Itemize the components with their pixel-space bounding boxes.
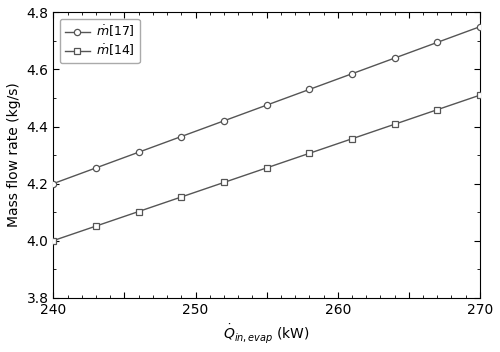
X-axis label: $\dot{Q}_{in,evap}$ (kW): $\dot{Q}_{in,evap}$ (kW) xyxy=(223,322,310,345)
Y-axis label: Mass flow rate (kg/s): Mass flow rate (kg/s) xyxy=(7,83,21,227)
Legend: $\dot{m}$[17], $\dot{m}$[14]: $\dot{m}$[17], $\dot{m}$[14] xyxy=(60,19,140,63)
